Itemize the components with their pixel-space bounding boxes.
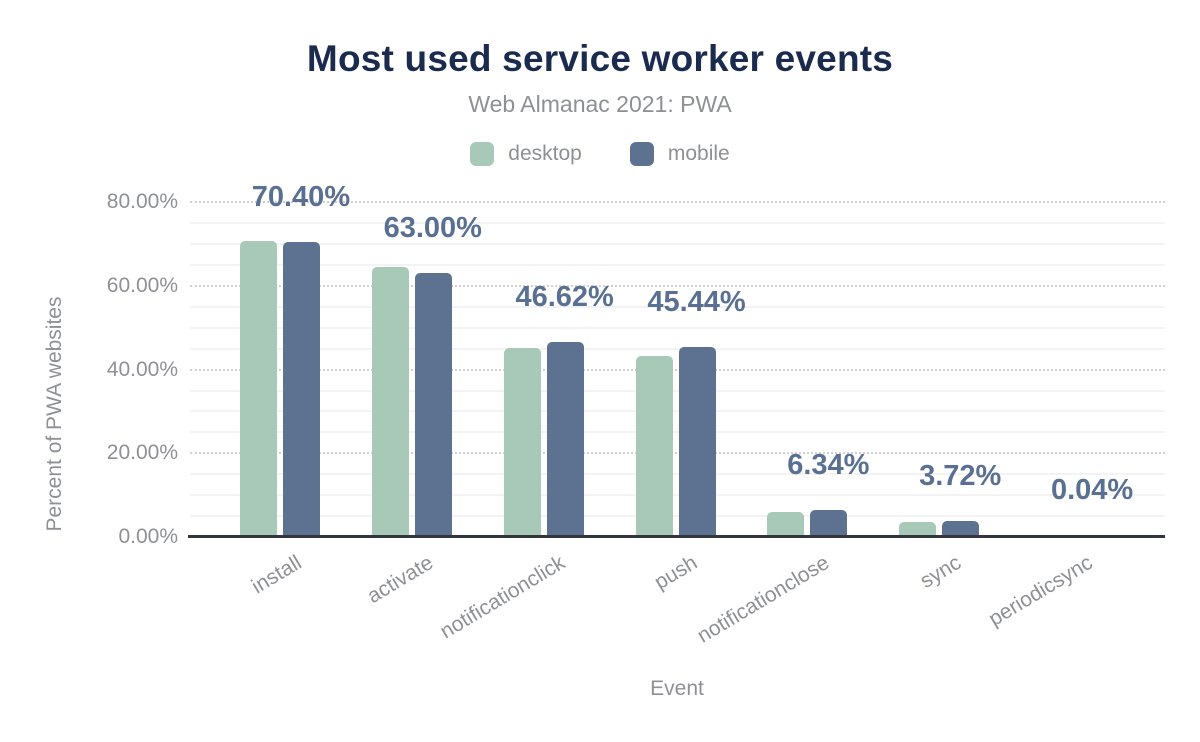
data-label-sync: 3.72%: [919, 460, 1002, 493]
x-tick-label-notificationclose: notificationclose: [693, 551, 834, 648]
gridline-major: [190, 201, 1165, 204]
gridline-major: [190, 452, 1165, 455]
x-tick-label-notificationclick: notificationclick: [436, 551, 570, 644]
bars-row: 70.40% install 63.00% activate 46.62% notific…: [214, 177, 1137, 648]
bar-desktop-notificationclick[interactable]: [503, 347, 541, 537]
bar-desktop-sync[interactable]: [899, 522, 937, 537]
bar-desktop-notificationclose[interactable]: [767, 511, 805, 537]
bar-desktop-push[interactable]: [635, 355, 673, 537]
chart-subtitle: Web Almanac 2021: PWA: [468, 91, 732, 117]
plot-area: 70.40% install 63.00% activate 46.62% notific…: [188, 177, 1165, 648]
data-label-notificationclose: 6.34%: [787, 449, 870, 482]
gridline-minor: [190, 222, 1165, 225]
bar-mobile-sync[interactable]: [942, 521, 980, 537]
bar-mobile-push[interactable]: [678, 346, 716, 537]
gridline-minor: [190, 473, 1165, 476]
gridline-major: [190, 284, 1165, 287]
bar-desktop-activate[interactable]: [371, 267, 409, 537]
gridline-minor: [190, 410, 1165, 413]
gridline-minor: [190, 431, 1165, 434]
y-tick-label: 80.00%: [106, 190, 178, 214]
data-label-periodicsync: 0.04%: [1050, 474, 1134, 506]
bar-group-install: 70.40% install: [214, 177, 350, 598]
x-tick-label-install: install: [247, 551, 306, 599]
data-label-notificationclick: 46.62%: [515, 280, 614, 313]
legend-item-desktop[interactable]: desktop: [470, 142, 582, 166]
gridline-minor: [190, 305, 1165, 308]
y-axis-labels: 80.00% 60.00% 40.00% 20.00% 0.00%: [60, 177, 178, 547]
bar-mobile-install[interactable]: [282, 242, 320, 537]
legend-item-mobile[interactable]: mobile: [629, 142, 730, 166]
legend-swatch-mobile: [629, 142, 654, 166]
bar-mobile-notificationclick[interactable]: [546, 341, 584, 537]
bar-group-sync: 3.72% sync: [873, 177, 1005, 593]
gridline-minor: [190, 515, 1165, 518]
gridline-minor: [190, 263, 1165, 266]
bar-desktop-install[interactable]: [239, 241, 277, 537]
legend: desktop mobile: [0, 142, 1200, 166]
bar-group-push: 45.44% push: [610, 177, 746, 594]
gridline-minor: [190, 389, 1165, 392]
y-tick-label: 20.00%: [106, 441, 178, 465]
x-tick-label-sync: sync: [916, 551, 966, 593]
bar-group-activate: 63.00% activate: [346, 177, 482, 608]
gridline-minor: [190, 326, 1165, 329]
data-label-activate: 63.00%: [383, 212, 482, 245]
bar-mobile-notificationclose[interactable]: [810, 510, 848, 537]
y-tick-label: 60.00%: [106, 273, 178, 297]
legend-label-mobile: mobile: [667, 142, 730, 165]
x-tick-label-push: push: [650, 551, 702, 595]
data-label-install: 70.40%: [251, 181, 351, 214]
x-tick-label-activate: activate: [363, 551, 438, 608]
legend-swatch-desktop: [470, 142, 495, 166]
data-label-push: 45.44%: [647, 285, 746, 318]
bar-group-periodicsync: 0.04% periodicsync: [985, 177, 1137, 631]
chart-title: Most used service worker events: [306, 38, 894, 79]
y-tick-label: 0.00%: [118, 525, 178, 548]
gridline-minor: [190, 347, 1165, 350]
x-axis-line: [188, 535, 1165, 538]
gridline-major: [190, 368, 1165, 371]
gridline-minor: [190, 494, 1165, 497]
legend-label-desktop: desktop: [508, 142, 582, 165]
bar-group-notificationclick: 46.62% notificationclick: [437, 177, 614, 643]
bar-group-notificationclose: 6.34% notificationclose: [693, 177, 873, 648]
y-tick-label: 40.00%: [106, 357, 178, 381]
x-axis-title: Event: [650, 677, 704, 700]
x-tick-label-periodicsync: periodicsync: [985, 551, 1097, 631]
gridline-minor: [190, 242, 1165, 245]
bar-mobile-activate[interactable]: [414, 273, 452, 537]
